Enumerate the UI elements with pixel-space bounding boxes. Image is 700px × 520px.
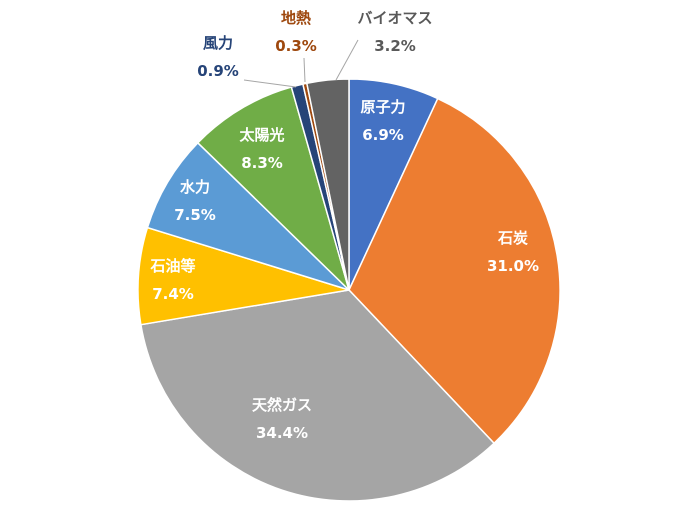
slice-name-label-4: 石油等 <box>149 257 195 275</box>
slice-value-label-4: 7.4% <box>152 285 194 303</box>
slice-value-label-7: 0.9% <box>197 62 239 80</box>
pie-slice-3 <box>140 289 496 502</box>
pie-slice-2 <box>348 97 561 445</box>
leader-line-8 <box>303 57 306 83</box>
pie-slice-4 <box>137 226 350 326</box>
leader-line-7 <box>243 79 297 88</box>
slice-name-label-2: 石炭 <box>497 229 528 247</box>
leader-line-9 <box>335 39 359 81</box>
pie-slices <box>137 78 561 502</box>
slice-value-label-1: 6.9% <box>362 126 404 144</box>
slice-name-label-5: 水力 <box>180 178 210 196</box>
slice-value-label-9: 3.2% <box>374 37 416 55</box>
slice-value-label-8: 0.3% <box>275 37 317 55</box>
slice-value-label-3: 34.4% <box>256 424 308 442</box>
slice-value-label-5: 7.5% <box>174 206 216 224</box>
slice-name-label-1: 原子力 <box>360 98 405 116</box>
slice-value-label-6: 8.3% <box>241 154 283 172</box>
slice-name-label-3: 天然ガス <box>252 396 312 414</box>
pie-slice-9 <box>305 78 350 291</box>
slice-name-label-7: 風力 <box>203 34 233 52</box>
pie-slice-5 <box>146 141 350 291</box>
pie-slice-6 <box>196 86 351 293</box>
slice-name-label-6: 太陽光 <box>239 126 284 144</box>
slice-value-label-2: 31.0% <box>487 257 539 275</box>
slice-name-label-9: バイオマス <box>357 9 432 27</box>
slice-name-label-8: 地熱 <box>281 9 311 27</box>
